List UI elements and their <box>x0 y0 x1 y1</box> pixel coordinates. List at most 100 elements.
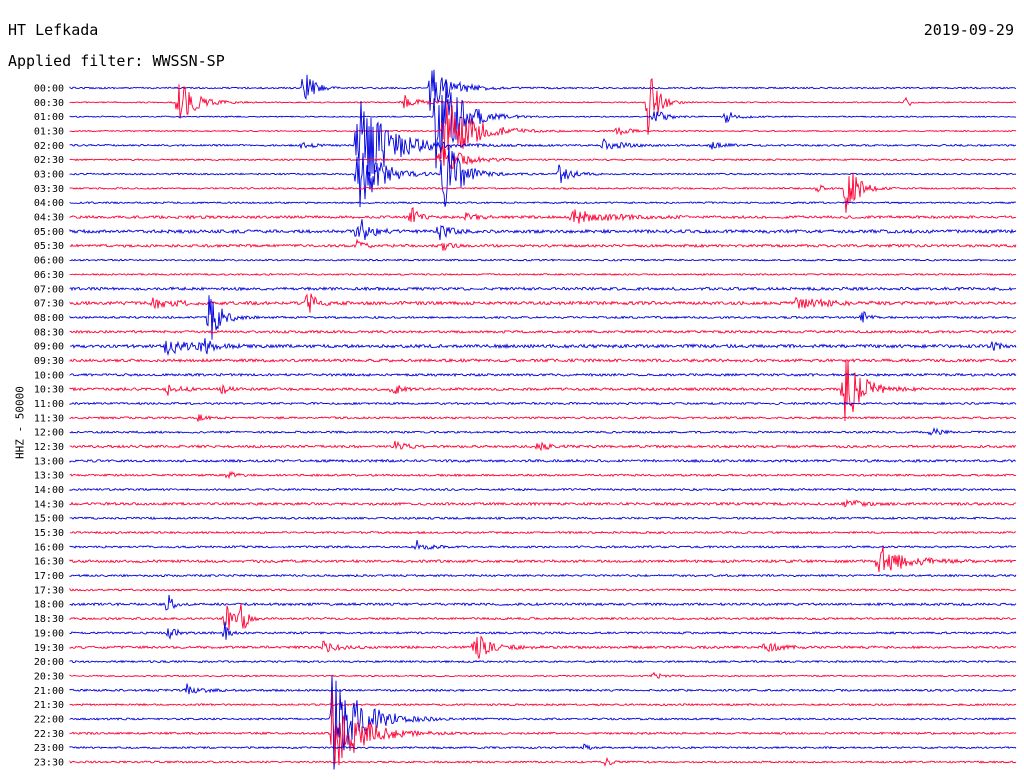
row-time-label: 01:00 <box>34 112 64 123</box>
trace-row <box>69 702 1017 707</box>
trace-row <box>69 69 1017 111</box>
trace-row <box>69 100 1017 177</box>
row-time-label: 08:30 <box>34 327 64 338</box>
trace-row <box>69 145 1017 170</box>
row-time-label: 06:00 <box>34 256 64 267</box>
row-time-label: 21:30 <box>34 700 64 711</box>
row-time-label: 12:30 <box>34 442 64 453</box>
row-time-label: 15:00 <box>34 514 64 525</box>
row-time-label: 05:00 <box>34 227 64 238</box>
trace-row <box>69 357 1017 363</box>
row-time-label: 14:30 <box>34 499 64 510</box>
trace-row <box>69 329 1017 334</box>
row-time-label: 22:00 <box>34 714 64 725</box>
row-time-label: 09:00 <box>34 342 64 353</box>
trace-row <box>69 401 1017 406</box>
row-time-label: 10:30 <box>34 385 64 396</box>
trace-row <box>69 144 1017 208</box>
trace-row <box>69 201 1017 205</box>
row-time-label: 12:00 <box>34 428 64 439</box>
trace-row <box>69 635 1016 659</box>
row-time-label: 13:30 <box>34 471 64 482</box>
trace-row <box>69 414 1017 422</box>
row-time-label: 00:30 <box>34 98 64 109</box>
trace-row <box>69 77 1017 135</box>
row-time-label: 14:00 <box>34 485 64 496</box>
trace-row <box>69 286 1016 292</box>
trace-row <box>69 540 1017 551</box>
row-time-label: 18:30 <box>34 614 64 625</box>
row-time-label: 08:00 <box>34 313 64 324</box>
row-time-label: 16:30 <box>34 557 64 568</box>
trace-row <box>69 498 1017 508</box>
trace-row <box>69 102 1017 166</box>
row-time-label: 06:30 <box>34 270 64 281</box>
trace-row <box>69 295 1017 340</box>
trace-row <box>69 338 1017 357</box>
trace-row <box>69 756 1017 767</box>
trace-row <box>69 587 1017 592</box>
trace-row <box>69 691 1017 766</box>
trace-row <box>69 603 1017 631</box>
trace-row <box>69 238 1017 252</box>
row-time-label: 19:00 <box>34 628 64 639</box>
trace-row <box>69 683 1017 695</box>
trace-row <box>69 573 1017 578</box>
trace-row <box>69 427 1017 436</box>
trace-row <box>69 172 1017 213</box>
station-title: HT Lefkada <box>8 21 99 39</box>
row-time-label: 23:00 <box>34 743 64 754</box>
row-time-label: 16:00 <box>34 542 64 553</box>
row-time-label: 03:30 <box>34 184 64 195</box>
row-time-label: 01:30 <box>34 127 64 138</box>
row-time-label: 18:00 <box>34 600 64 611</box>
row-time-label: 04:00 <box>34 198 64 209</box>
trace-row <box>69 530 1017 535</box>
row-time-label: 10:00 <box>34 370 64 381</box>
trace-row <box>69 258 1017 262</box>
filter-label: Applied filter: WWSSN-SP <box>8 52 225 70</box>
trace-row <box>69 743 1017 751</box>
trace-row <box>69 207 1017 224</box>
row-time-label: 05:30 <box>34 241 64 252</box>
row-time-label: 00:00 <box>34 84 64 95</box>
row-time-label: 09:30 <box>34 356 64 367</box>
trace-row <box>69 671 1017 679</box>
trace-row <box>69 81 1017 169</box>
row-time-label: 02:00 <box>34 141 64 152</box>
trace-row <box>69 621 1017 640</box>
row-time-label: 15:30 <box>34 528 64 539</box>
row-time-label: 22:30 <box>34 729 64 740</box>
trace-row <box>69 470 1017 480</box>
row-time-label: 07:00 <box>34 284 64 295</box>
record-date: 2019-09-29 <box>923 21 1014 39</box>
trace-row <box>69 546 1016 573</box>
trace-row <box>69 516 1017 521</box>
row-time-label: 13:00 <box>34 456 64 467</box>
row-time-label: 17:30 <box>34 585 64 596</box>
trace-row <box>69 372 1017 378</box>
trace-row <box>69 272 1017 276</box>
row-time-label: 23:30 <box>34 757 64 768</box>
row-time-label: 20:00 <box>34 657 64 668</box>
row-time-label: 19:30 <box>34 643 64 654</box>
row-time-label: 11:30 <box>34 413 64 424</box>
trace-row <box>69 440 1017 452</box>
row-time-label: 20:30 <box>34 671 64 682</box>
trace-row <box>69 359 1017 422</box>
trace-row <box>69 594 1017 611</box>
row-time-label: 11:00 <box>34 399 64 410</box>
row-time-label: 04:30 <box>34 213 64 224</box>
row-time-label: 21:00 <box>34 686 64 697</box>
trace-row <box>69 487 1017 492</box>
row-time-label: 17:00 <box>34 571 64 582</box>
trace-row <box>69 293 1017 313</box>
trace-row <box>69 675 1016 770</box>
trace-row <box>69 659 1017 664</box>
row-time-label: 03:00 <box>34 170 64 181</box>
trace-row <box>69 219 1017 241</box>
row-time-label: 07:30 <box>34 299 64 310</box>
row-time-label: 02:30 <box>34 155 64 166</box>
trace-row <box>69 458 1017 464</box>
